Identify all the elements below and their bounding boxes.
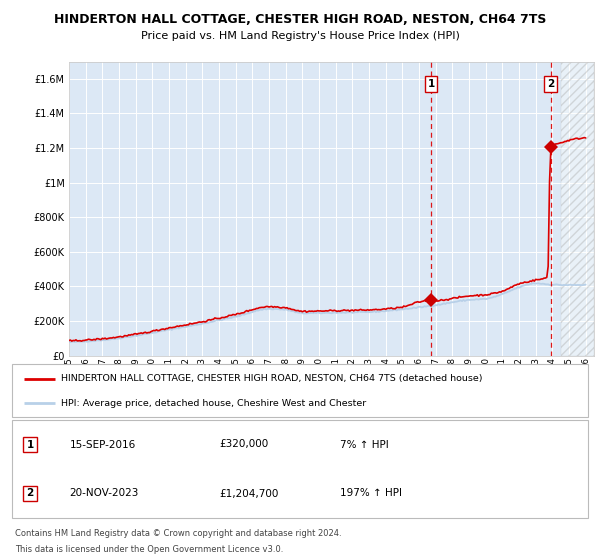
- Bar: [560, 62, 594, 356]
- Text: 20-NOV-2023: 20-NOV-2023: [70, 488, 139, 498]
- Text: Contains HM Land Registry data © Crown copyright and database right 2024.: Contains HM Land Registry data © Crown c…: [15, 529, 341, 538]
- Text: HPI: Average price, detached house, Cheshire West and Chester: HPI: Average price, detached house, Ches…: [61, 399, 366, 408]
- Text: HINDERTON HALL COTTAGE, CHESTER HIGH ROAD, NESTON, CH64 7TS (detached house): HINDERTON HALL COTTAGE, CHESTER HIGH ROA…: [61, 375, 482, 384]
- FancyBboxPatch shape: [12, 420, 588, 518]
- Text: Price paid vs. HM Land Registry's House Price Index (HPI): Price paid vs. HM Land Registry's House …: [140, 31, 460, 41]
- Text: £1,204,700: £1,204,700: [220, 488, 279, 498]
- Text: 2: 2: [26, 488, 34, 498]
- Text: HINDERTON HALL COTTAGE, CHESTER HIGH ROAD, NESTON, CH64 7TS: HINDERTON HALL COTTAGE, CHESTER HIGH ROA…: [54, 13, 546, 26]
- Text: 7% ↑ HPI: 7% ↑ HPI: [340, 440, 389, 450]
- Bar: [560, 62, 594, 356]
- Text: 1: 1: [26, 440, 34, 450]
- Text: This data is licensed under the Open Government Licence v3.0.: This data is licensed under the Open Gov…: [15, 545, 283, 554]
- Text: 1: 1: [427, 79, 434, 89]
- Text: 15-SEP-2016: 15-SEP-2016: [70, 440, 136, 450]
- Text: 197% ↑ HPI: 197% ↑ HPI: [340, 488, 403, 498]
- Text: 2: 2: [547, 79, 554, 89]
- FancyBboxPatch shape: [12, 364, 588, 417]
- Text: £320,000: £320,000: [220, 440, 269, 450]
